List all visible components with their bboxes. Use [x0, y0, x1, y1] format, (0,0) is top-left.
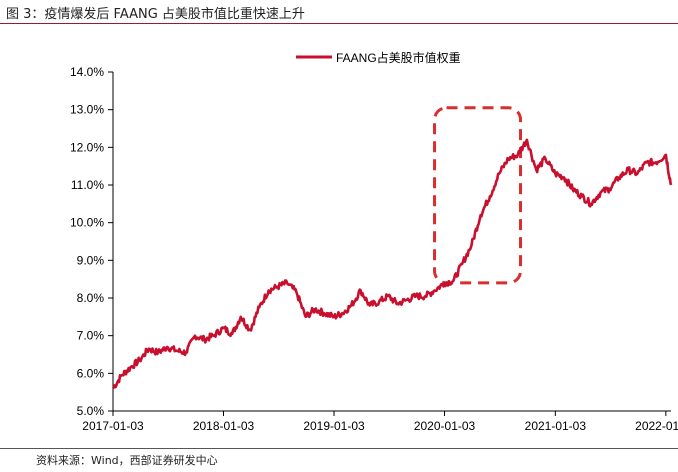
- y-tick-label: 11.0%: [71, 178, 104, 192]
- highlight-box: [433, 106, 523, 285]
- title-rule: [0, 23, 678, 24]
- y-tick-label: 10.0%: [70, 216, 104, 230]
- footer-rule: [0, 448, 678, 449]
- x-tick-label: 2018-01-03: [193, 419, 255, 433]
- y-tick-label: 5.0%: [77, 404, 105, 418]
- y-tick-label: 13.0%: [70, 103, 104, 117]
- figure-title: 图 3：疫情爆发后 FAANG 占美股市值比重快速上升: [6, 7, 305, 22]
- legend: FAANG占美股市值权重: [296, 50, 461, 65]
- y-tick-label: 9.0%: [77, 253, 105, 267]
- x-axis: 2017-01-03 2018-01-03 2019-01-03 2020-01-03…: [82, 410, 678, 433]
- y-tick-label: 12.0%: [70, 140, 104, 154]
- legend-label: FAANG占美股市值权重: [336, 50, 461, 65]
- x-tick-label: 2020-01-03: [414, 419, 476, 433]
- y-tick-label: 6.0%: [77, 366, 105, 380]
- series-layer: [111, 138, 673, 390]
- series-line: [111, 138, 673, 390]
- x-tick-label: 2022-01-03: [635, 419, 678, 433]
- source-note: 资料来源：Wind，西部证券研发中心: [36, 454, 218, 467]
- line-chart: FAANG占美股市值权重 5.0% 6.0% 7.0% 8.0% 9.0% 10.0% 11…: [70, 50, 678, 433]
- y-tick-label: 14.0%: [70, 65, 104, 79]
- highlight-box-layer: [433, 106, 523, 285]
- x-tick-label: 2021-01-03: [525, 419, 587, 433]
- y-axis: 5.0% 6.0% 7.0% 8.0% 9.0% 10.0% 11.0% 12.0% 13.0%…: [70, 65, 114, 418]
- x-tick-label: 2019-01-03: [303, 419, 365, 433]
- x-tick-label: 2017-01-03: [82, 419, 144, 433]
- y-tick-label: 8.0%: [77, 291, 105, 305]
- y-tick-label: 7.0%: [77, 329, 105, 343]
